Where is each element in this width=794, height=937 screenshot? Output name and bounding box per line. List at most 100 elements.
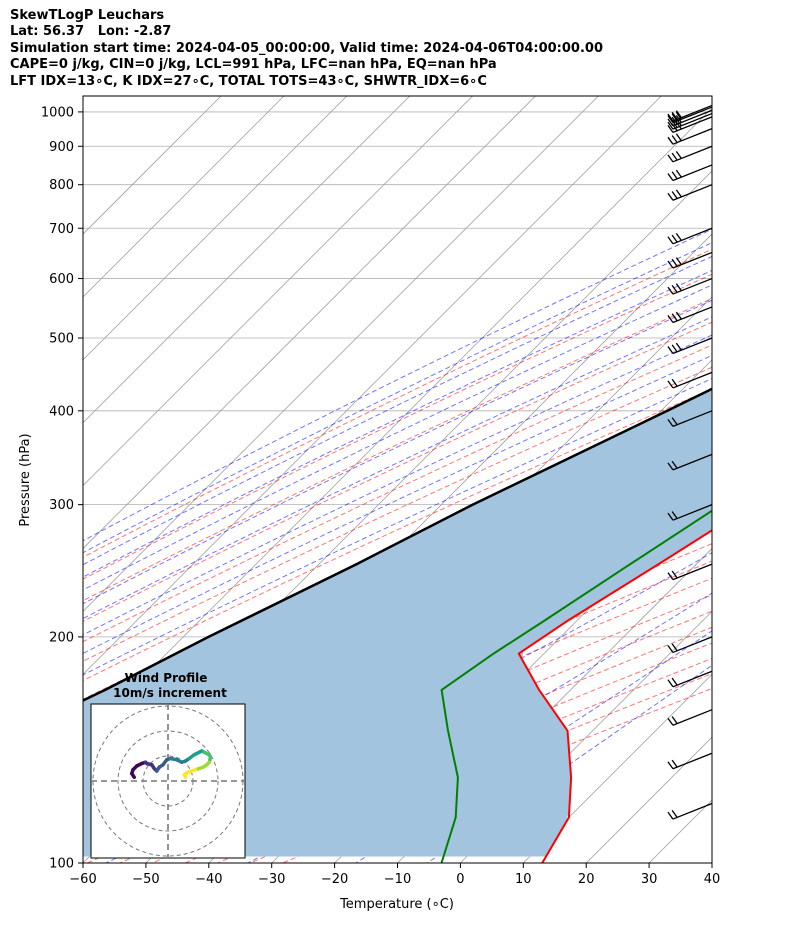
barb-flag	[671, 417, 678, 426]
hodograph-ring	[117, 730, 219, 832]
y-tick-label: 700	[49, 222, 74, 237]
barb-shaft	[672, 670, 713, 688]
barb-flag	[667, 572, 674, 581]
barb-flag	[675, 257, 682, 265]
barb-shaft	[672, 227, 713, 245]
y-tick-label: 200	[49, 630, 74, 645]
barb-flag	[671, 258, 678, 267]
y-tick-label: 300	[49, 498, 74, 513]
wind-barb	[667, 802, 713, 820]
moist-adiabat-line	[83, 284, 712, 591]
stability-indices-2: LFT IDX=13∘C, K IDX=27∘C, TOTAL TOTS=43∘…	[10, 73, 487, 89]
axes: −60 −50 −40 −30 −20 −10 0 10 20 30 40 1000 900 800 700…	[41, 105, 720, 887]
barb-shaft	[672, 410, 713, 427]
wind-barb	[667, 104, 713, 122]
barb-flag	[675, 110, 682, 118]
y-tick-label: 600	[49, 272, 74, 287]
wind-barb	[667, 184, 713, 201]
wind-barb	[667, 164, 713, 182]
barb-flag	[667, 679, 674, 688]
temperature-profile-line	[517, 529, 712, 863]
barb-flag	[675, 151, 682, 159]
wind-barb	[667, 504, 713, 521]
barb-shaft	[672, 371, 713, 389]
chart-header: SkewTLogP Leuchars Lat: 56.37 Lon: -2.87 S…	[10, 8, 603, 90]
wind-barb	[667, 752, 713, 770]
barb-flag	[675, 189, 682, 198]
barb-shaft	[672, 306, 713, 324]
barb-flag	[667, 236, 674, 245]
isotherm-line	[775, 96, 794, 863]
barb-flag	[667, 418, 674, 427]
isotherm-line	[460, 610, 712, 863]
wind-barb	[667, 337, 713, 355]
barb-flag	[667, 154, 674, 163]
isotherm-line	[83, 96, 473, 487]
x-tick-label: 0	[456, 872, 464, 887]
barb-shaft	[672, 277, 713, 295]
x-tick-label: −10	[384, 872, 411, 887]
barb-flag	[671, 313, 678, 322]
barb-flag	[671, 460, 678, 469]
x-tick-label: 20	[578, 872, 595, 887]
wind-barb	[667, 251, 713, 269]
barb-flag	[675, 283, 682, 292]
barb-flag	[667, 811, 674, 820]
y-tick-label: 1000	[41, 105, 74, 120]
barb-shaft	[672, 563, 713, 581]
x-tick-label: −30	[258, 872, 285, 887]
barb-shaft	[672, 128, 713, 145]
barb-shaft	[672, 636, 713, 654]
stability-indices-1: CAPE=0 j/kg, CIN=0 j/kg, LCL=991 hPa, LF…	[10, 57, 497, 73]
hodograph-inset: Wind Profile 10m/s increment	[90, 671, 246, 859]
hodograph-subtitle: 10m/s increment	[113, 686, 227, 700]
wind-barb	[667, 709, 713, 726]
barb-flag	[667, 192, 674, 201]
barb-flag	[675, 342, 682, 351]
barb-flag	[671, 120, 678, 128]
barb-flag	[671, 135, 678, 143]
wind-barb	[667, 636, 713, 654]
wind-barb	[667, 227, 713, 245]
barb-flag	[671, 285, 678, 293]
barb-flag	[667, 315, 674, 323]
station-coords: Lat: 56.37 Lon: -2.87	[10, 24, 172, 40]
x-tick-label: −40	[195, 872, 222, 887]
barb-flag	[667, 512, 674, 521]
barb-flag	[671, 171, 678, 180]
wind-barb	[667, 116, 713, 133]
wind-barb	[667, 453, 713, 471]
barb-flag	[671, 759, 678, 768]
barb-flag	[671, 111, 678, 120]
wind-barb	[667, 563, 713, 581]
dry-adiabat-line	[83, 543, 712, 820]
barb-shaft	[672, 104, 713, 122]
hodograph-title: Wind Profile	[125, 671, 208, 685]
barb-flag	[667, 121, 674, 130]
wind-barb	[667, 371, 713, 389]
wind-barb	[667, 410, 713, 427]
moist-adiabat-line	[83, 255, 712, 566]
moist-adiabat-line	[83, 242, 712, 554]
barb-flag	[675, 115, 682, 123]
moist-adiabat-line	[105, 552, 712, 863]
barb-flag	[671, 570, 678, 579]
x-axis-label: Temperature (∘C)	[339, 897, 454, 912]
isotherm-line	[83, 96, 662, 675]
barb-shaft	[672, 184, 713, 201]
barb-shaft	[672, 752, 713, 770]
dry-adiabat-line	[83, 366, 712, 662]
wind-barb	[667, 128, 713, 145]
barb-flag	[675, 111, 682, 120]
isotherm-line	[83, 96, 599, 612]
barb-flag	[667, 260, 674, 269]
isotherm-line	[83, 96, 285, 298]
barb-flag	[667, 286, 674, 295]
barb-flag	[671, 677, 678, 686]
barb-shaft	[672, 504, 713, 521]
parcel-path-line	[83, 387, 712, 702]
y-axis-label: Pressure (hPa)	[18, 433, 33, 526]
barb-flag	[671, 809, 678, 818]
barb-shaft	[672, 164, 713, 182]
